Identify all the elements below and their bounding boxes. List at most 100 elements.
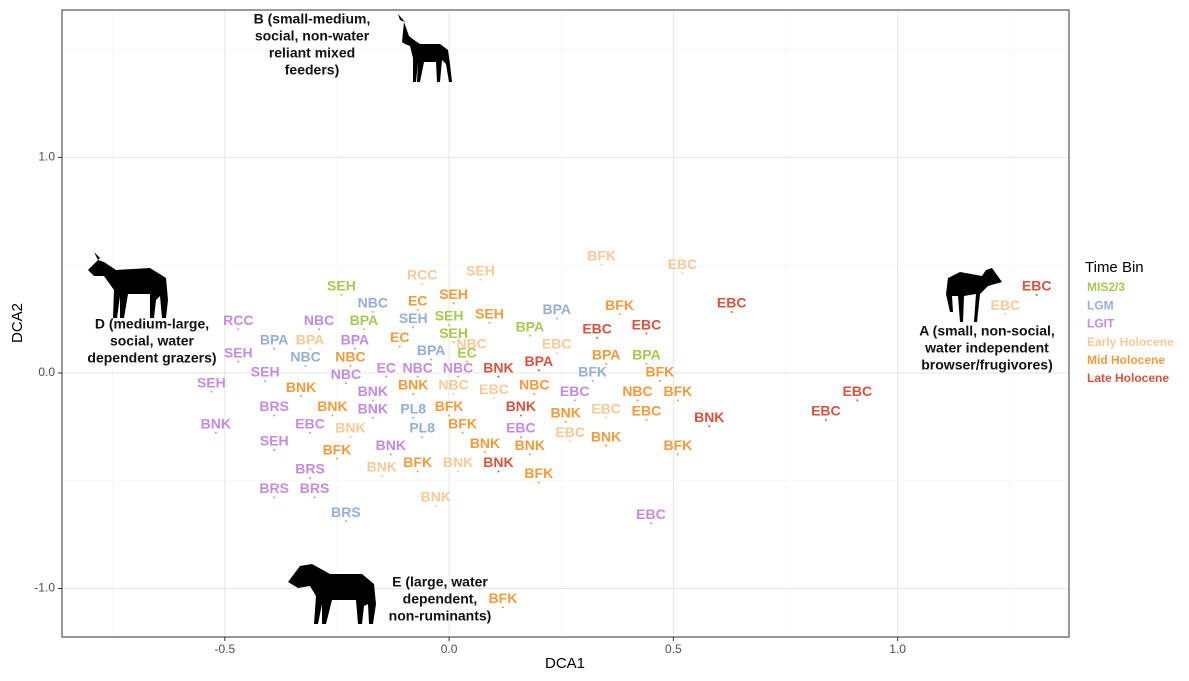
- annotation: browser/frugivores): [921, 357, 1052, 373]
- point: [636, 399, 639, 402]
- point: [371, 399, 374, 402]
- point: [528, 334, 531, 337]
- antelope-icon: [88, 252, 168, 318]
- legend-entry: MIS2/3: [1087, 280, 1125, 294]
- point: [658, 379, 661, 382]
- point: [501, 606, 504, 609]
- point: [708, 425, 711, 428]
- y-axis-title: DCA2: [9, 303, 26, 343]
- annotation: E (large, water: [392, 574, 488, 590]
- point-label: EBC: [632, 402, 662, 418]
- point: [412, 326, 415, 329]
- annotation: reliant mixed: [269, 45, 355, 61]
- point-label: BFK: [435, 398, 464, 414]
- point-label: BRS: [300, 480, 330, 496]
- point: [273, 496, 276, 499]
- point: [470, 351, 473, 354]
- point-label: BRS: [259, 480, 289, 496]
- point-label: RCC: [407, 267, 437, 283]
- point-label: BNK: [515, 437, 545, 453]
- point: [492, 397, 495, 400]
- point: [309, 431, 312, 434]
- point-label: BFK: [524, 465, 553, 481]
- point: [676, 453, 679, 456]
- point-label: EBC: [668, 256, 698, 272]
- point: [335, 457, 338, 460]
- point: [461, 431, 464, 434]
- annotation: social, water: [110, 333, 195, 349]
- point-label: BNK: [506, 398, 536, 414]
- point-label: EBC: [479, 381, 509, 397]
- point-label: BNK: [358, 383, 388, 399]
- legend-entry: Mid Holocene: [1087, 353, 1165, 367]
- zebra-icon: [288, 564, 376, 624]
- point: [264, 379, 267, 382]
- point: [1035, 293, 1038, 296]
- point-label: BPA: [350, 312, 379, 328]
- point-label: BPA: [516, 318, 545, 334]
- point-label: NBC: [358, 295, 388, 311]
- point-label: BNK: [398, 377, 428, 393]
- point-label: EC: [457, 344, 476, 360]
- point: [318, 328, 321, 331]
- point: [416, 308, 419, 311]
- y-tick-label: -1.0: [34, 581, 55, 595]
- point-label: BNK: [483, 359, 513, 375]
- point: [519, 436, 522, 439]
- point: [856, 399, 859, 402]
- point: [421, 436, 424, 439]
- point-label: SEH: [439, 325, 468, 341]
- point-label: BFK: [448, 415, 477, 431]
- point: [537, 481, 540, 484]
- point-label: NBC: [304, 312, 334, 328]
- x-tick-label: 0.5: [665, 642, 682, 656]
- point: [730, 310, 733, 313]
- point: [448, 414, 451, 417]
- point: [645, 362, 648, 365]
- annotation: dependent,: [403, 591, 478, 607]
- legend-title: Time Bin: [1085, 259, 1144, 276]
- x-tick-label: 0.0: [441, 642, 458, 656]
- point-label: BPA: [417, 342, 446, 358]
- point: [309, 347, 312, 350]
- point: [457, 375, 460, 378]
- point: [528, 453, 531, 456]
- point-label: BFK: [646, 364, 675, 380]
- point: [681, 272, 684, 275]
- point: [605, 416, 608, 419]
- point-label: NBC: [331, 366, 361, 382]
- point: [605, 362, 608, 365]
- point-label: NBC: [335, 349, 365, 365]
- duiker-icon: [946, 268, 1002, 322]
- point: [416, 470, 419, 473]
- point-label: EBC: [991, 297, 1021, 313]
- point-label: BNK: [483, 454, 513, 470]
- point-label: SEH: [224, 344, 253, 360]
- point-label: EBC: [582, 321, 612, 337]
- point-label: EBC: [560, 383, 590, 399]
- point-label: BNK: [694, 409, 724, 425]
- point-label: BRS: [295, 461, 325, 477]
- point: [573, 399, 576, 402]
- point: [564, 420, 567, 423]
- point: [519, 414, 522, 417]
- point-label: EBC: [555, 424, 585, 440]
- point: [466, 360, 469, 363]
- legend-entry: Early Holocene: [1087, 335, 1174, 349]
- point-label: EBC: [632, 316, 662, 332]
- point: [430, 358, 433, 361]
- point: [304, 364, 307, 367]
- point: [353, 347, 356, 350]
- point-label: RCC: [223, 312, 253, 328]
- point: [371, 310, 374, 313]
- point-label: BNK: [335, 420, 365, 436]
- point-label: BNK: [591, 428, 621, 444]
- point-label: EBC: [717, 295, 747, 311]
- point-label: EC: [408, 293, 427, 309]
- point-label: BNK: [358, 400, 388, 416]
- point: [237, 328, 240, 331]
- point: [448, 323, 451, 326]
- point: [340, 293, 343, 296]
- point: [300, 395, 303, 398]
